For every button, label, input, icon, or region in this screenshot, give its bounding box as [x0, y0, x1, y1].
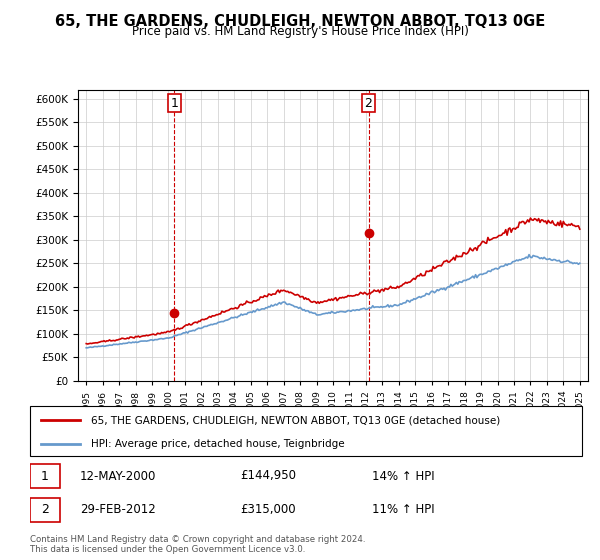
FancyBboxPatch shape [30, 497, 61, 522]
Text: 65, THE GARDENS, CHUDLEIGH, NEWTON ABBOT, TQ13 0GE (detached house): 65, THE GARDENS, CHUDLEIGH, NEWTON ABBOT… [91, 415, 500, 425]
Text: Price paid vs. HM Land Registry's House Price Index (HPI): Price paid vs. HM Land Registry's House … [131, 25, 469, 38]
FancyBboxPatch shape [30, 406, 582, 456]
Text: 1: 1 [41, 469, 49, 483]
Text: Contains HM Land Registry data © Crown copyright and database right 2024.
This d: Contains HM Land Registry data © Crown c… [30, 535, 365, 554]
FancyBboxPatch shape [30, 464, 61, 488]
Text: HPI: Average price, detached house, Teignbridge: HPI: Average price, detached house, Teig… [91, 439, 344, 449]
Text: 65, THE GARDENS, CHUDLEIGH, NEWTON ABBOT, TQ13 0GE: 65, THE GARDENS, CHUDLEIGH, NEWTON ABBOT… [55, 14, 545, 29]
Text: 1: 1 [170, 97, 178, 110]
Text: £315,000: £315,000 [240, 503, 295, 516]
Text: 12-MAY-2000: 12-MAY-2000 [80, 469, 156, 483]
Text: 14% ↑ HPI: 14% ↑ HPI [372, 469, 435, 483]
Text: £144,950: £144,950 [240, 469, 296, 483]
Text: 11% ↑ HPI: 11% ↑ HPI [372, 503, 435, 516]
Text: 2: 2 [41, 503, 49, 516]
Text: 2: 2 [365, 97, 373, 110]
Text: 29-FEB-2012: 29-FEB-2012 [80, 503, 155, 516]
